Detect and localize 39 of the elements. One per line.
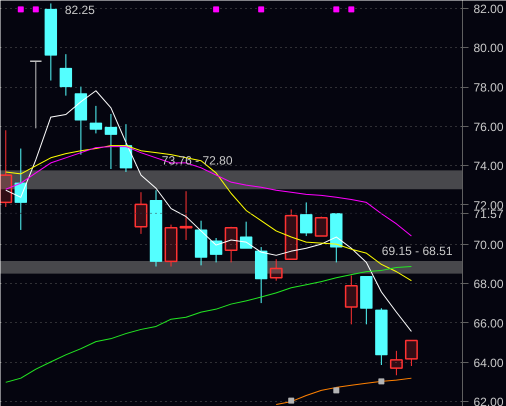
- band-label: 69.15 - 68.51: [382, 244, 453, 258]
- line-series: [276, 378, 412, 406]
- candlestick: [44, 2, 58, 82]
- line-series: [5, 145, 412, 282]
- y-tick-label: 66.00: [474, 316, 504, 330]
- y-tick-label: 70.00: [474, 238, 504, 252]
- candlestick: [150, 190, 162, 268]
- candlestick: [0, 130, 12, 208]
- candlestick: [344, 275, 358, 325]
- annotation: 82.25: [64, 2, 96, 17]
- y-tick-label: 62.00: [474, 395, 504, 406]
- candlestick: [14, 148, 27, 230]
- line-series: [5, 266, 412, 383]
- candlestick: [164, 224, 178, 268]
- point: [32, 6, 39, 12]
- y-tick-label: 82.00: [474, 2, 504, 16]
- candlestick: [224, 226, 238, 263]
- y-tick-label: 76.00: [474, 120, 504, 134]
- candlestick: [180, 190, 193, 240]
- point: [378, 378, 384, 384]
- candlestick: [134, 192, 148, 234]
- candlestick: [390, 350, 403, 376]
- y-tick-label: 64.00: [474, 356, 504, 370]
- point: [18, 6, 24, 12]
- candlestick: [60, 54, 72, 96]
- y-tick-label: 80.00: [474, 41, 504, 56]
- y-tick-label: 74.00: [474, 159, 504, 174]
- candlestick: [270, 258, 283, 282]
- y-tick-label: 68.00: [474, 277, 504, 292]
- point: [333, 387, 340, 394]
- point: [333, 6, 340, 12]
- point: [348, 6, 354, 12]
- candlestick: [74, 86, 88, 156]
- point: [258, 6, 264, 12]
- y-tick-label: 78.00: [474, 80, 504, 95]
- candlestick: [194, 220, 208, 266]
- point: [288, 398, 294, 404]
- point: [213, 6, 220, 12]
- candlestick: [104, 113, 118, 170]
